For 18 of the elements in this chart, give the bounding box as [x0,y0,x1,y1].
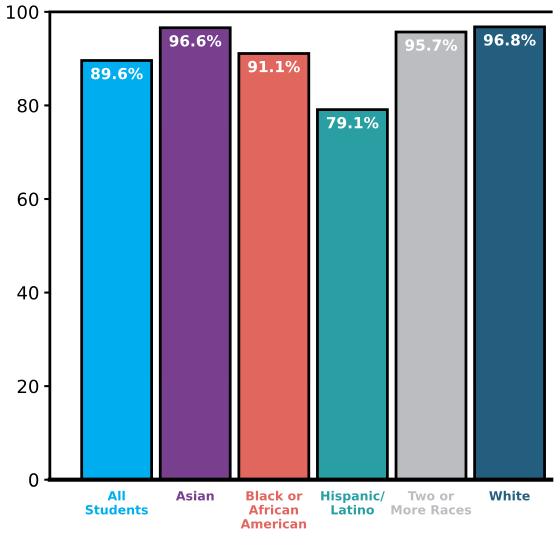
x-tick-label: All Students [86,490,148,514]
data-label: 96.8% [484,34,536,46]
data-label: 96.6% [170,35,222,47]
data-label: 95.7% [405,39,458,51]
y-tick-label: 60 [18,192,38,206]
data-label: 91.1% [248,60,300,72]
data-label: 79.1% [326,116,378,128]
data-label: 89.6% [91,68,143,80]
y-tick-label: 40 [17,286,38,300]
y-tick-label: 80 [18,98,38,113]
y-tick-label: 0 [29,473,38,487]
y-tick-label: 20 [18,380,38,394]
x-tick-label: White [489,490,530,500]
y-tick-label: 100 [6,5,38,19]
x-tick-label: Black or African American [240,490,306,528]
x-tick-label: Asian [176,490,214,500]
x-tick-label: Two or More Races [391,491,472,514]
x-tick-label: Hispanic/ Latino [321,490,385,514]
